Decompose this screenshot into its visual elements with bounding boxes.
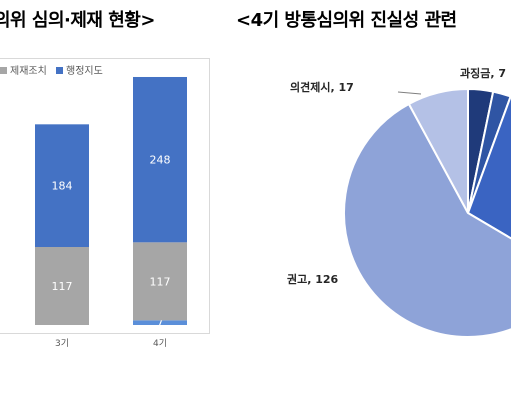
pie-label-5: 의견제시, 17 <box>290 80 354 94</box>
legend-swatch-gray <box>0 67 7 74</box>
bar-2-value-label-3: 248 <box>150 154 171 167</box>
bar-1-segment-3 <box>35 124 89 247</box>
legend-label-sanctions: 제재조치 <box>10 66 47 77</box>
pie-slice-3 <box>466 95 511 240</box>
right-chart-title: <4기 방통심의위 진실성 관련 <box>236 10 457 31</box>
pie-label-4: 권고, 126 <box>287 273 339 286</box>
bar-chart-legend: 제재조치 행정지도 <box>0 62 103 77</box>
bar-1-value-label-2: 117 <box>52 280 73 293</box>
x-tick-label-2: 4기 <box>153 338 167 349</box>
bar-2-segment-2 <box>133 242 187 321</box>
legend-entry-admin-guidance: 행정지도 <box>50 66 103 77</box>
pie-slice-4 <box>343 102 511 338</box>
bar-1-value-label-3: 184 <box>52 180 73 193</box>
bar-2-value-label-1: 7 <box>157 317 164 330</box>
bar-chart-panel <box>0 58 210 334</box>
bar-2-segment-1 <box>133 320 187 325</box>
bar-1-segment-2 <box>35 246 89 325</box>
legend-swatch-blue <box>56 67 63 74</box>
x-tick-label-1: 3기 <box>55 338 69 349</box>
pie-slice-5 <box>407 87 469 214</box>
legend-entry-sanctions: 제재조치 <box>0 66 47 77</box>
bar-2-value-label-2: 117 <box>150 275 171 288</box>
pie-label-1: 과징금, 7 <box>460 66 506 80</box>
bar-2-segment-3 <box>133 76 187 243</box>
left-chart-title: 의위 심의·제재 현황> <box>0 10 155 31</box>
legend-label-admin-guidance: 행정지도 <box>66 66 103 77</box>
pie-leader-line <box>397 91 422 95</box>
